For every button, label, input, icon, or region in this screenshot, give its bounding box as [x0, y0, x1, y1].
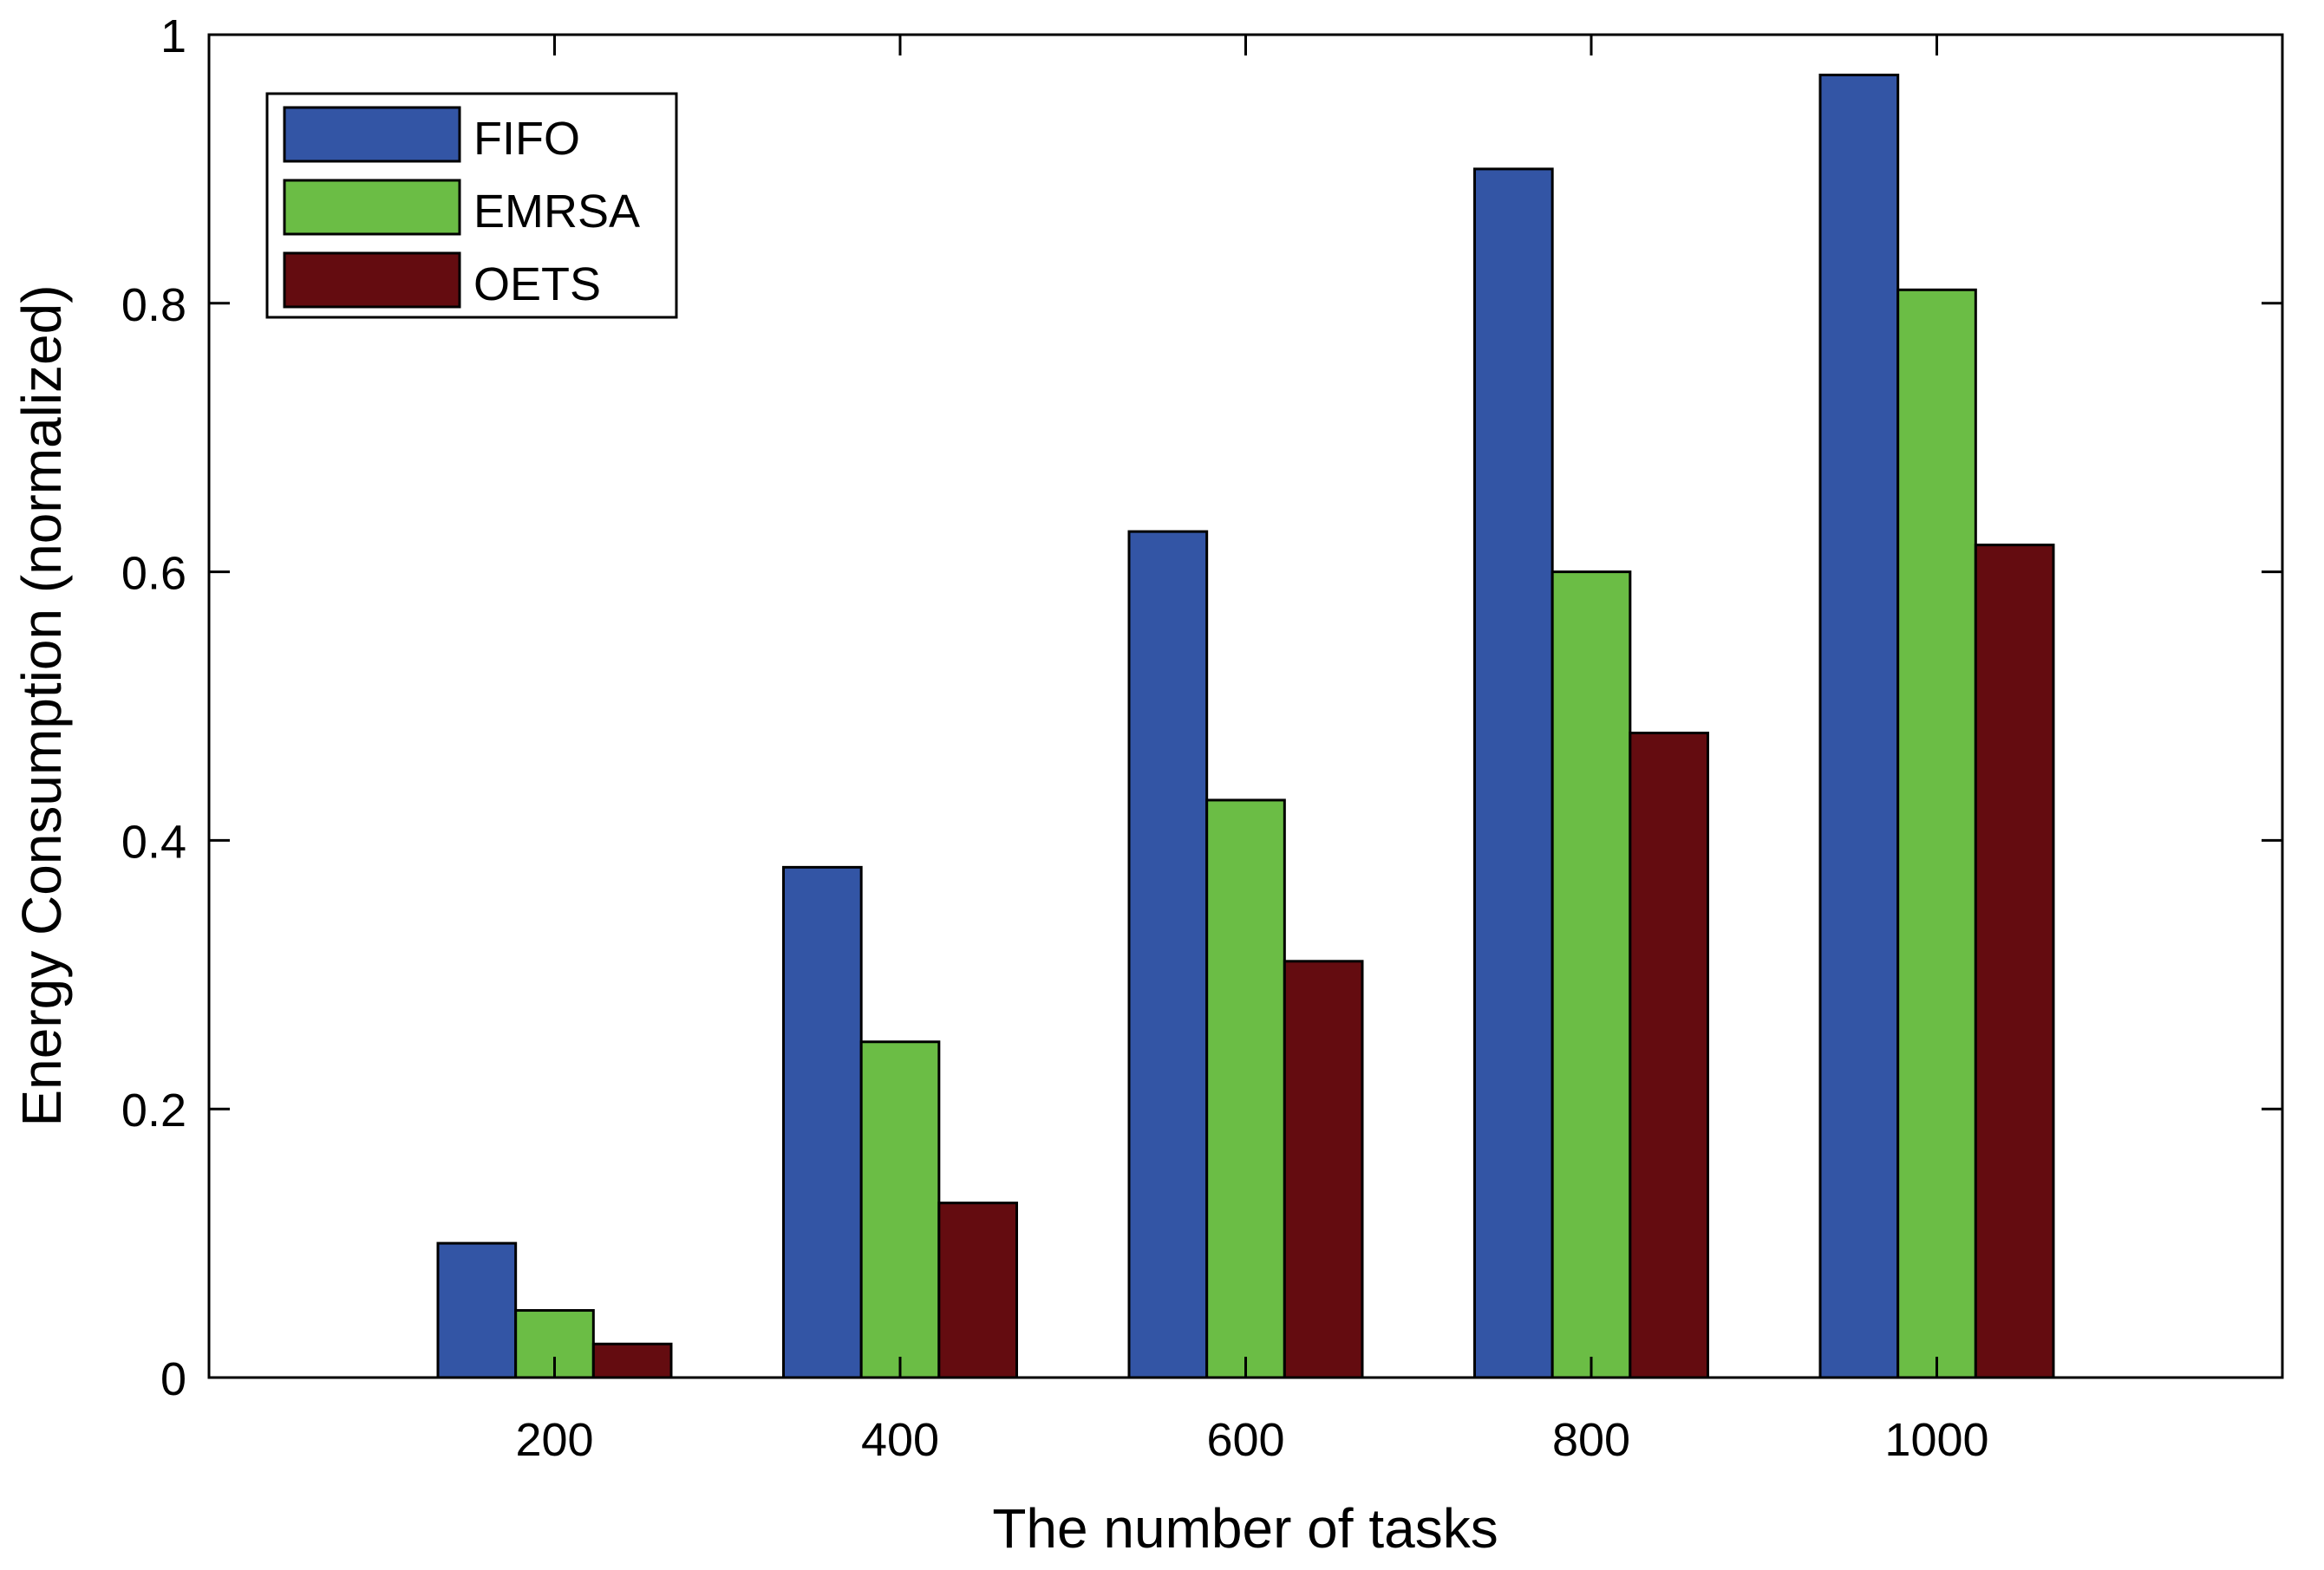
y-axis-label: Energy Consumption (normalized)	[10, 284, 73, 1126]
y-tick-label-0-8: 0.8	[121, 279, 186, 331]
x-tick-label-800: 800	[1552, 1414, 1630, 1466]
x-tick-label-200: 200	[515, 1414, 593, 1466]
x-axis-label: The number of tasks	[992, 1497, 1498, 1560]
y-tick-label-0: 0	[160, 1353, 186, 1405]
ticks-layer: 0 0.2 0.4 0.6 0.8 1 200 400 600 800 1000	[121, 10, 2282, 1466]
x-tick-label-600: 600	[1206, 1414, 1284, 1466]
bar-oets-800	[1629, 731, 1709, 1379]
y-tick-label-0-4: 0.4	[121, 816, 186, 868]
legend: FIFO EMRSA OETS	[265, 92, 678, 319]
bar-fifo-600	[1127, 530, 1209, 1379]
bar-fifo-1000	[1818, 73, 1900, 1379]
bar-emrsa-1000	[1896, 288, 1977, 1379]
bar-oets-600	[1283, 960, 1364, 1379]
bar-fifo-200	[436, 1241, 518, 1379]
bar-fifo-800	[1473, 167, 1554, 1379]
bar-emrsa-800	[1550, 570, 1632, 1379]
legend-swatch-emrsa	[283, 179, 461, 236]
y-tick-label-1: 1	[160, 10, 186, 62]
bar-oets-400	[937, 1202, 1018, 1379]
bar-oets-1000	[1974, 544, 2055, 1379]
legend-swatch-oets	[283, 251, 461, 309]
y-tick-label-0-2: 0.2	[121, 1085, 186, 1137]
bar-fifo-400	[782, 865, 863, 1379]
x-tick-label-400: 400	[861, 1414, 939, 1466]
legend-swatch-fifo	[283, 106, 461, 163]
legend-label-oets: OETS	[473, 258, 601, 310]
legend-label-emrsa: EMRSA	[473, 186, 640, 238]
y-tick-label-0-6: 0.6	[121, 548, 186, 600]
bar-oets-200	[591, 1342, 673, 1379]
bar-emrsa-600	[1205, 798, 1286, 1379]
x-tick-label-1000: 1000	[1884, 1414, 1988, 1466]
bars-layer	[436, 73, 2055, 1379]
bar-emrsa-400	[859, 1040, 941, 1379]
legend-label-fifo: FIFO	[473, 113, 580, 165]
